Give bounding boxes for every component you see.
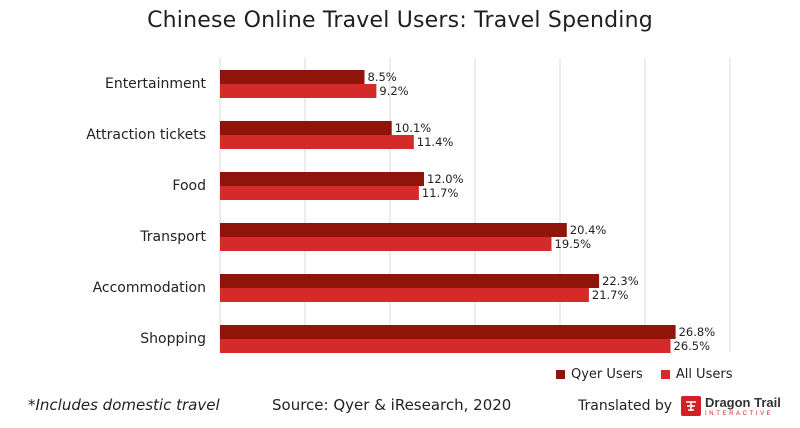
dragon-trail-logo-icon xyxy=(681,396,701,416)
chart-legend: Qyer Users All Users xyxy=(556,367,750,382)
bar-all xyxy=(220,135,414,149)
legend-item-all: All Users xyxy=(660,367,733,382)
data-label: 8.5% xyxy=(368,70,397,84)
bar-qyer xyxy=(220,121,392,135)
bars xyxy=(220,70,676,353)
bar-all xyxy=(220,84,377,98)
legend-item-qyer: Qyer Users xyxy=(556,367,643,382)
data-label: 26.8% xyxy=(679,325,716,339)
legend-swatch-all xyxy=(660,370,670,379)
data-label: 11.7% xyxy=(422,186,459,200)
category-label: Shopping xyxy=(140,331,206,347)
bar-qyer xyxy=(220,172,424,186)
data-label: 12.0% xyxy=(427,172,464,186)
data-label: 22.3% xyxy=(602,274,639,288)
bar-all xyxy=(220,288,589,302)
chart-title: Chinese Online Travel Users: Travel Spen… xyxy=(147,8,653,33)
category-label: Entertainment xyxy=(105,76,207,92)
data-label: 10.1% xyxy=(395,121,432,135)
logo-subtitle: INTERACTIVE xyxy=(705,410,774,417)
category-label: Food xyxy=(172,178,206,194)
category-label: Transport xyxy=(139,229,206,245)
bar-all xyxy=(220,186,419,200)
source-note: Source: Qyer & iResearch, 2020 xyxy=(272,396,512,414)
bar-all xyxy=(220,237,552,251)
category-label: Accommodation xyxy=(93,280,206,296)
bar-qyer xyxy=(220,325,676,339)
gridlines xyxy=(219,58,731,352)
bar-all xyxy=(220,339,671,353)
dragon-trail-logo: Dragon Trail INTERACTIVE xyxy=(681,393,781,419)
legend-label-qyer: Qyer Users xyxy=(571,367,643,382)
footnote: *Includes domestic travel xyxy=(28,396,220,414)
data-label: 19.5% xyxy=(555,237,592,251)
data-label: 26.5% xyxy=(674,339,711,353)
legend-label-all: All Users xyxy=(675,367,733,382)
bar-qyer xyxy=(220,70,365,84)
data-label: 9.2% xyxy=(379,84,408,98)
logo-name: Dragon Trail xyxy=(705,394,781,410)
translated-by-label: Translated by xyxy=(578,398,673,414)
bar-qyer xyxy=(220,274,600,288)
data-label: 21.7% xyxy=(592,288,629,302)
labels: Entertainment 8.5%9.2% Attraction tickets 1… xyxy=(86,70,715,353)
legend-swatch-qyer xyxy=(556,370,565,379)
data-label: 11.4% xyxy=(417,135,454,149)
bar-qyer xyxy=(220,223,567,237)
data-label: 20.4% xyxy=(570,223,607,237)
category-label: Attraction tickets xyxy=(86,127,206,143)
